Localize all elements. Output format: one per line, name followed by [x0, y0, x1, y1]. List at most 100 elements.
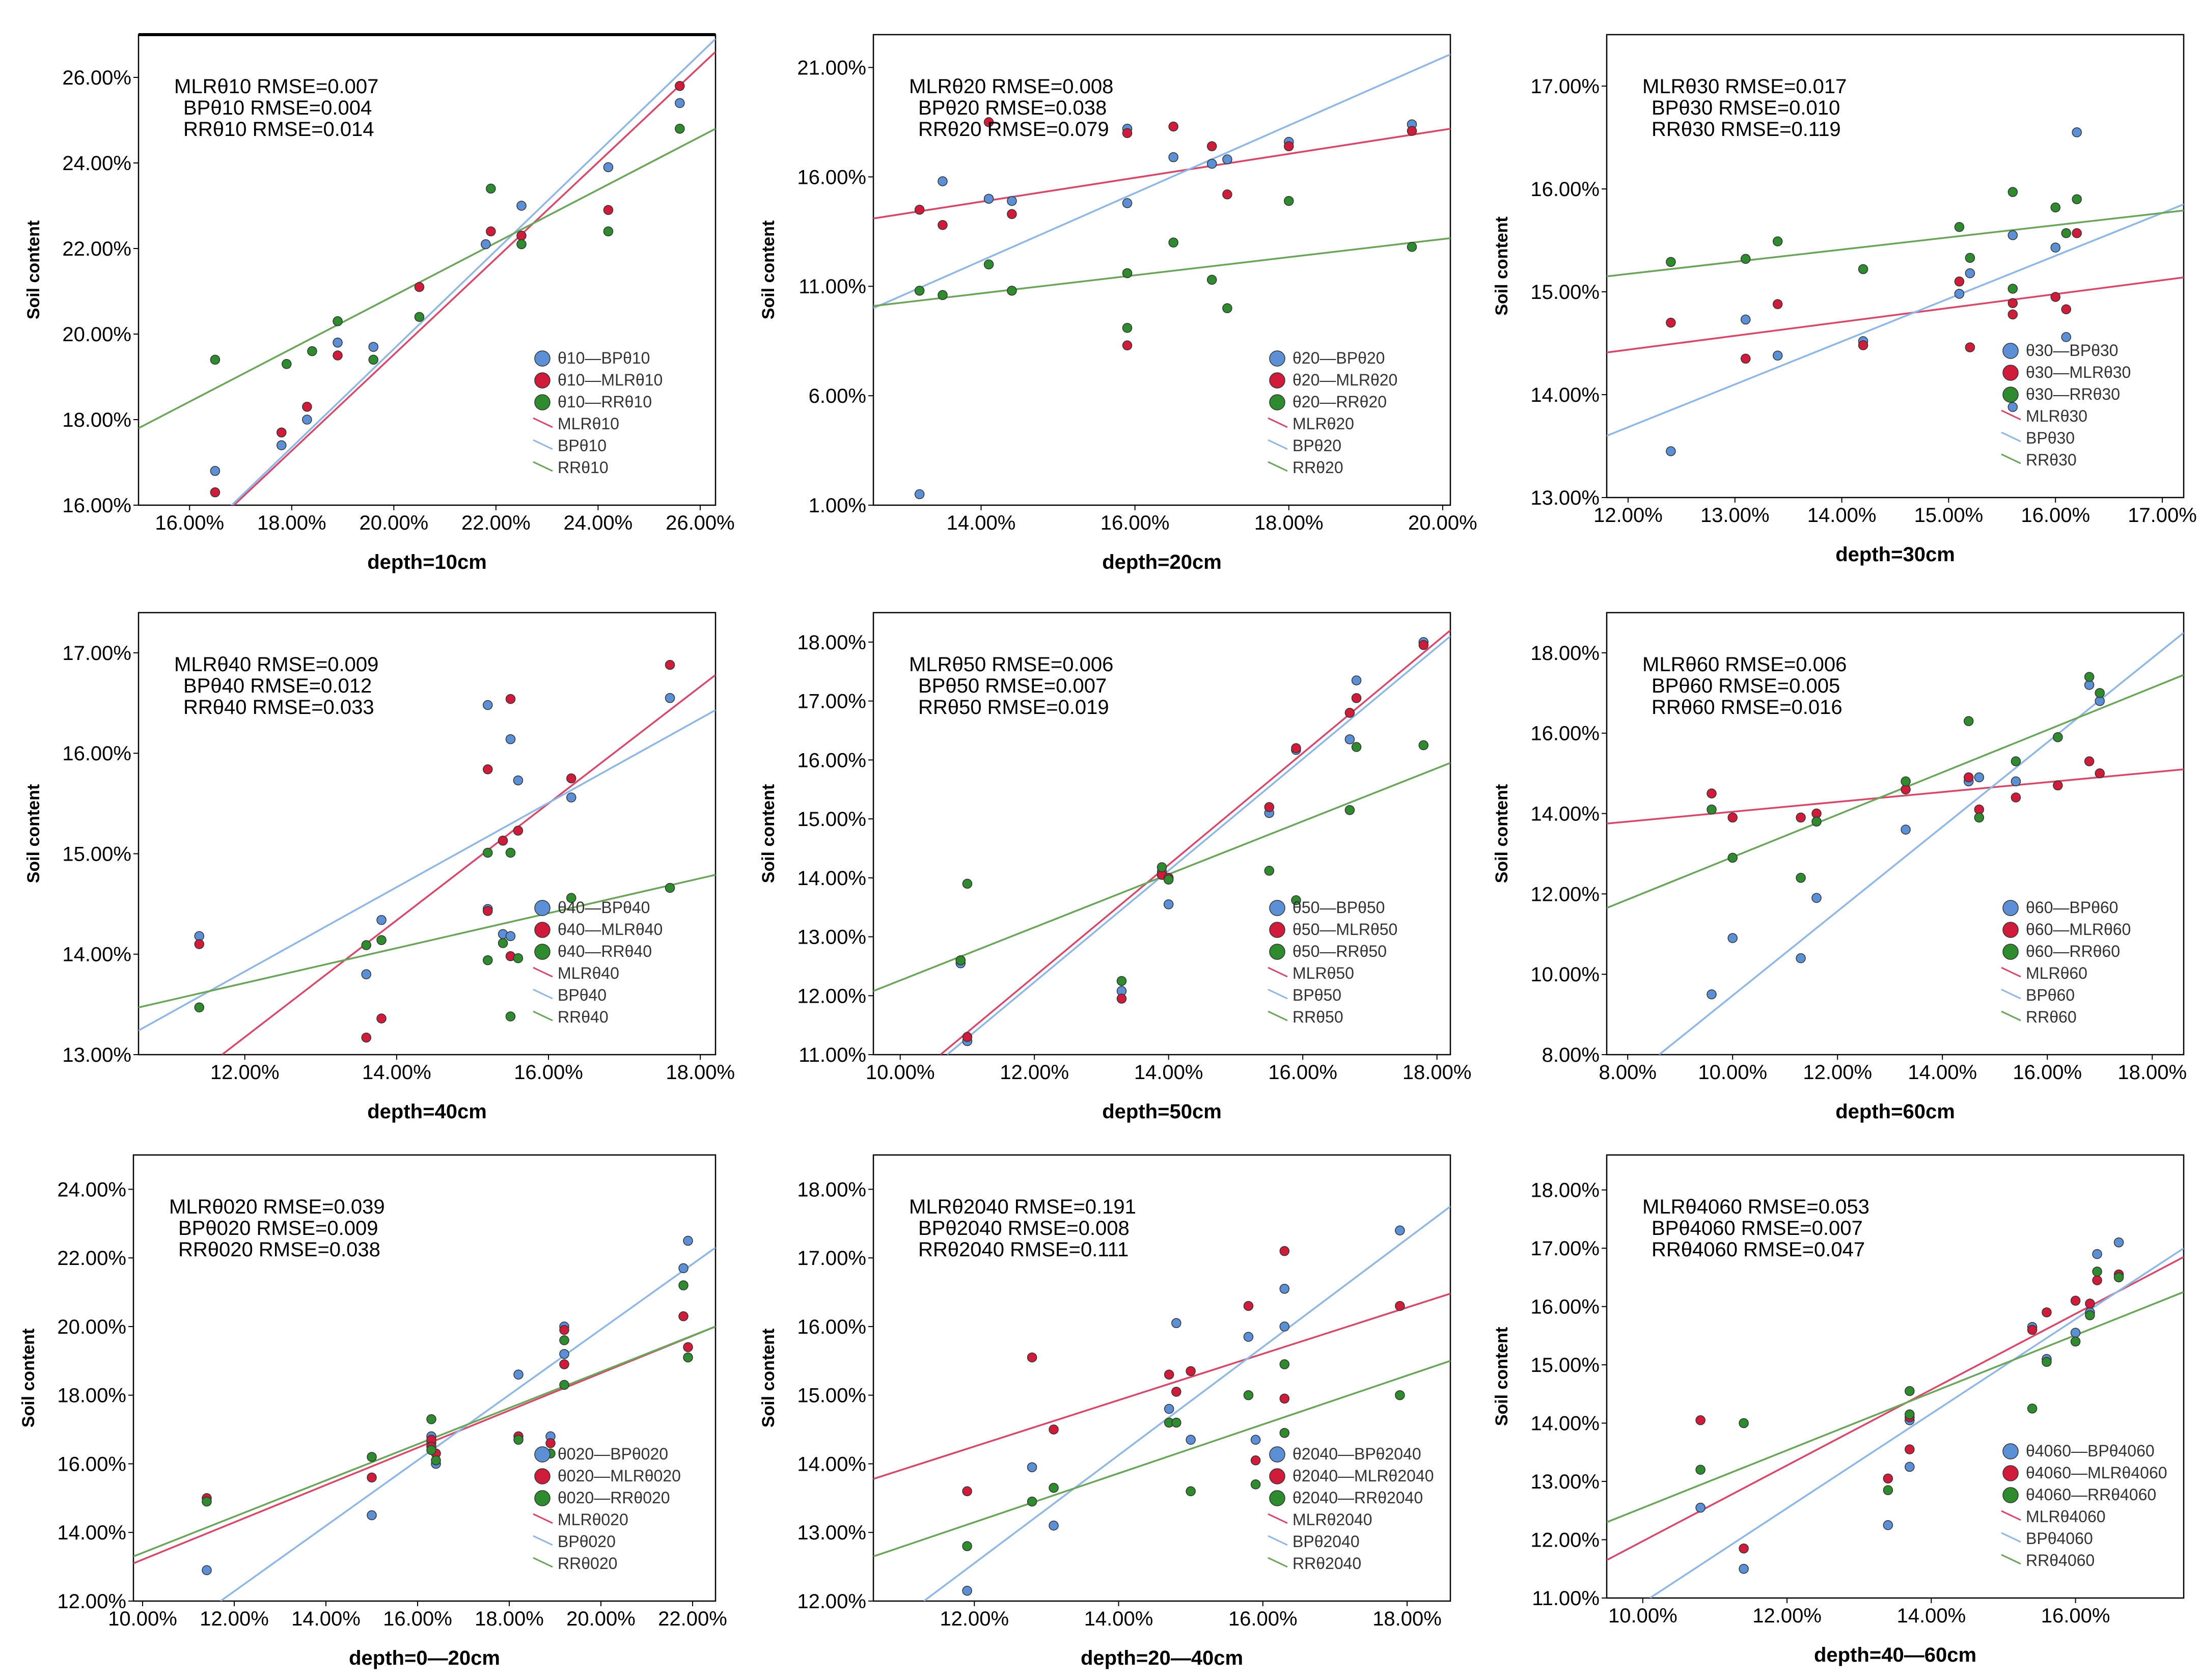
- y-tick-label: 11.00%: [799, 1044, 866, 1066]
- data-point-mlr: [1116, 994, 1127, 1004]
- legend-label: RRθ60: [2026, 1008, 2077, 1026]
- data-point-bp: [1171, 1318, 1181, 1328]
- data-point-rr: [1291, 895, 1301, 905]
- data-point-mlr: [938, 220, 948, 230]
- legend-label: BPθ50: [1292, 986, 1341, 1004]
- data-point-mlr: [1772, 299, 1783, 309]
- y-tick-label: 17.00%: [62, 642, 131, 665]
- y-tick-label: 13.00%: [62, 1044, 131, 1066]
- data-point-rr: [483, 847, 493, 858]
- legend-label: θ2040—RRθ2040: [1292, 1489, 1423, 1507]
- data-point-bp: [505, 931, 516, 941]
- data-point-rr: [431, 1455, 441, 1466]
- y-tick-label: 21.00%: [797, 57, 866, 79]
- plot-frame: [138, 612, 717, 1056]
- legend-line-bp: [2001, 988, 2021, 1000]
- rmse-annotation: RRθ4060 RMSE=0.047: [1652, 1238, 1865, 1261]
- y-tick-label: 10.00%: [1530, 963, 1600, 986]
- y-tick-label: 20.00%: [57, 1316, 126, 1338]
- legend-line-bp: [2001, 1532, 2021, 1543]
- y-tick-label: 15.00%: [797, 1385, 866, 1407]
- rmse-annotation: RRθ20 RMSE=0.079: [918, 118, 1109, 141]
- data-point-mlr: [1407, 126, 1417, 136]
- data-point-bp: [2113, 1237, 2124, 1248]
- data-point-mlr: [2011, 792, 2021, 803]
- data-point-mlr: [1739, 1543, 1749, 1554]
- data-point-bp: [302, 415, 312, 425]
- y-tick-label: 18.00%: [62, 409, 131, 431]
- data-point-rr: [2053, 732, 2063, 742]
- legend-marker-bp: [2002, 343, 2019, 359]
- data-point-mlr: [1965, 342, 1975, 352]
- data-point-rr: [414, 312, 425, 322]
- data-point-bp: [513, 1369, 524, 1380]
- x-tick-label: 14.00%: [362, 1061, 431, 1084]
- legend-marker-bp: [534, 350, 551, 367]
- plot-frame: [1606, 1154, 2185, 1599]
- data-point-bp: [1168, 152, 1178, 162]
- regression-line-rr: [139, 128, 716, 429]
- data-point-rr: [962, 878, 973, 889]
- regression-line-mlr: [873, 128, 1450, 219]
- rmse-annotation: BPθ60 RMSE=0.005: [1652, 675, 1840, 697]
- x-axis-label: depth=60cm: [1835, 1100, 1955, 1123]
- legend-line-mlr: [1268, 417, 1288, 428]
- data-point-rr: [1284, 196, 1294, 206]
- data-point-mlr: [1007, 209, 1017, 219]
- y-tick-label: 18.00%: [57, 1385, 126, 1407]
- legend-marker-mlr: [2002, 1465, 2019, 1481]
- data-point-rr: [505, 847, 516, 858]
- data-point-mlr: [2050, 292, 2060, 302]
- rmse-annotation: BPθ30 RMSE=0.010: [1652, 97, 1840, 119]
- data-point-rr: [2008, 284, 2018, 294]
- data-point-rr: [1741, 254, 1751, 264]
- legend-line-mlr: [533, 417, 553, 428]
- regression-line-rr: [139, 874, 716, 1008]
- data-point-mlr: [194, 939, 205, 949]
- data-point-mlr: [2008, 298, 2018, 308]
- data-point-mlr: [559, 1359, 569, 1369]
- data-point-mlr: [1164, 1369, 1174, 1380]
- y-tick-label: 22.00%: [62, 238, 131, 260]
- y-tick-label: 8.00%: [1542, 1044, 1600, 1066]
- legend-label: MLRθ60: [2026, 964, 2087, 982]
- regression-line-mlr: [133, 1326, 716, 1564]
- data-point-bp: [2092, 1249, 2102, 1259]
- data-point-rr: [505, 1011, 516, 1022]
- data-point-bp: [1279, 1284, 1290, 1294]
- x-tick-label: 12.00%: [1752, 1605, 1822, 1627]
- x-tick-label: 22.00%: [658, 1608, 727, 1630]
- data-point-rr: [1222, 303, 1232, 313]
- y-tick-label: 1.00%: [809, 494, 866, 517]
- data-point-rr: [2095, 688, 2105, 698]
- y-tick-label: 20.00%: [62, 323, 131, 346]
- legend-line-rr: [533, 1010, 553, 1022]
- y-tick-label: 12.00%: [1530, 883, 1600, 905]
- data-point-rr: [1965, 253, 1975, 263]
- data-point-mlr: [1707, 788, 1717, 798]
- data-point-bp: [938, 176, 948, 186]
- x-tick-label: 16.00%: [383, 1608, 452, 1630]
- y-axis-label: Soil content: [19, 1329, 38, 1428]
- data-point-mlr: [2027, 1325, 2038, 1335]
- data-point-rr: [1206, 274, 1217, 285]
- data-point-bp: [1186, 1435, 1196, 1445]
- data-point-rr: [307, 346, 317, 356]
- x-tick-label: 17.00%: [2128, 504, 2197, 527]
- data-point-rr: [559, 1380, 569, 1390]
- data-point-bp: [1741, 314, 1751, 325]
- y-tick-label: 12.00%: [1530, 1529, 1600, 1552]
- legend-label: θ30—RRθ30: [2026, 385, 2120, 403]
- data-point-mlr: [1395, 1301, 1405, 1311]
- data-point-rr: [1796, 873, 1806, 883]
- x-tick-label: 20.00%: [1408, 512, 1477, 534]
- legend-label: θ020—RRθ020: [558, 1489, 670, 1507]
- plot-frame: [132, 1154, 717, 1602]
- data-point-mlr: [1250, 1455, 1261, 1466]
- data-point-bp: [559, 1349, 569, 1359]
- data-point-bp: [1954, 289, 1965, 299]
- data-point-rr: [2008, 187, 2018, 197]
- data-point-bp: [2050, 242, 2060, 253]
